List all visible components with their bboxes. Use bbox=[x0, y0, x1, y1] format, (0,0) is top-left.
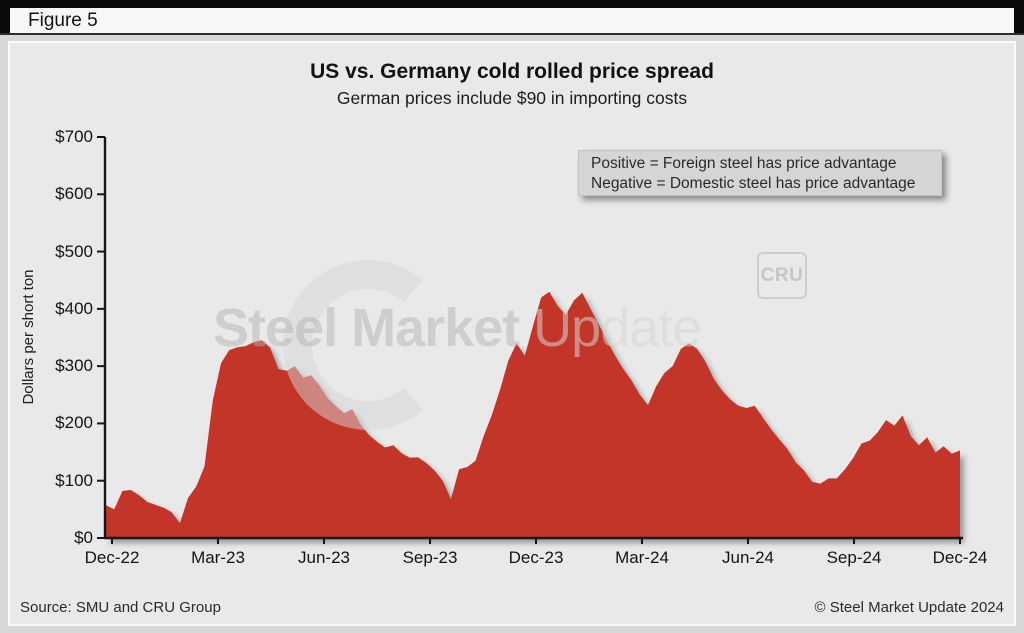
y-tick-label: $500 bbox=[55, 241, 93, 261]
footer-source: Source: SMU and CRU Group bbox=[20, 599, 221, 616]
chart-title: US vs. Germany cold rolled price spread bbox=[310, 60, 714, 83]
x-tick-label: Dec-24 bbox=[932, 548, 988, 567]
x-tick-label: Jun-23 bbox=[298, 548, 350, 567]
annotation-line-negative: Negative = Domestic steel has price adva… bbox=[591, 174, 916, 192]
x-tick-label: Mar-23 bbox=[191, 548, 245, 567]
x-tick-label: Sep-24 bbox=[826, 548, 882, 567]
cru-badge-label: CRU bbox=[760, 264, 804, 286]
header-divider bbox=[0, 33, 1024, 35]
x-tick-label: Jun-24 bbox=[722, 548, 774, 567]
annotation-line-positive: Positive = Foreign steel has price advan… bbox=[591, 155, 897, 172]
figure-header: Figure 5 bbox=[0, 8, 1024, 33]
y-tick-label: $700 bbox=[55, 127, 93, 146]
figure-label: Figure 5 bbox=[28, 10, 98, 31]
y-tick-label: $300 bbox=[55, 356, 93, 376]
window-top-border bbox=[0, 0, 1024, 8]
legend-annotation-box: Positive = Foreign steel has price advan… bbox=[578, 150, 942, 196]
watermark-circle-icon bbox=[282, 260, 423, 431]
cru-watermark-badge: CRU bbox=[757, 252, 807, 299]
x-tick-label: Dec-22 bbox=[84, 548, 140, 567]
x-tick-label: Dec-23 bbox=[508, 548, 564, 567]
y-axis-title: Dollars per short ton bbox=[20, 269, 37, 405]
y-tick-label: $600 bbox=[55, 184, 93, 204]
footer-copyright: © Steel Market Update 2024 bbox=[814, 599, 1005, 616]
area-series bbox=[106, 291, 960, 538]
y-tick-label: $400 bbox=[55, 298, 93, 318]
chart-subtitle: German prices include $90 in importing c… bbox=[336, 88, 688, 108]
y-tick-label: $100 bbox=[55, 470, 93, 490]
y-tick-label: $200 bbox=[55, 413, 93, 433]
y-tick-label: $0 bbox=[74, 528, 93, 547]
x-tick-label: Mar-24 bbox=[615, 548, 669, 567]
x-tick-label: Sep-23 bbox=[402, 548, 458, 567]
